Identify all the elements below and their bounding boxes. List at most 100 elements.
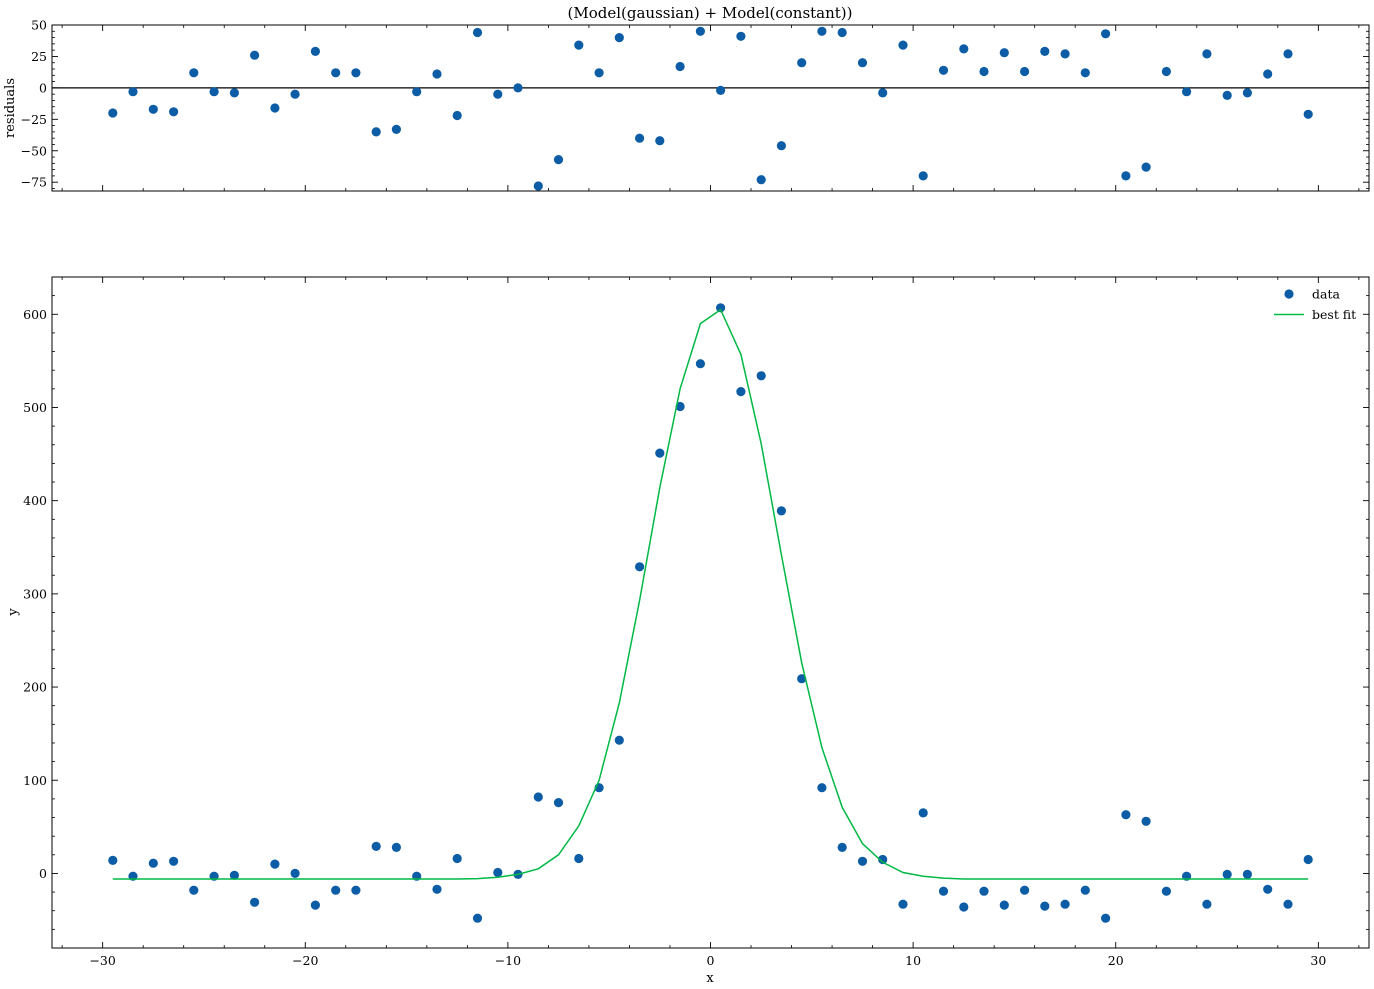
fit-data-point bbox=[756, 371, 766, 381]
residuals-data-point bbox=[169, 107, 179, 117]
fit-data-point bbox=[857, 856, 868, 866]
residuals-data-point bbox=[513, 83, 523, 93]
fit-data-point bbox=[189, 885, 199, 895]
fit-data-point bbox=[1121, 810, 1131, 820]
residuals-data-point bbox=[1202, 49, 1212, 59]
fit-data-point bbox=[695, 359, 706, 369]
residuals-data-point bbox=[1101, 29, 1111, 39]
residuals-data-point bbox=[878, 88, 888, 98]
fit-y-tick-label: 200 bbox=[23, 680, 47, 695]
fit-y-tick-label: 300 bbox=[23, 586, 47, 601]
residuals-data-point bbox=[776, 141, 787, 151]
residuals-data-point bbox=[614, 33, 624, 43]
residuals-y-tick-label: 0 bbox=[39, 80, 47, 95]
residuals-data-point bbox=[999, 48, 1009, 58]
fit-y-tick-label: 600 bbox=[23, 307, 47, 322]
residuals-data-point bbox=[148, 104, 158, 114]
residuals-plot-area: −75 −50 −25 0 25 50 bbox=[21, 18, 1370, 192]
residuals-data-point bbox=[472, 27, 483, 38]
residuals-data-point bbox=[756, 175, 766, 185]
residuals-data-point bbox=[209, 87, 219, 97]
fit-data-point bbox=[614, 735, 624, 745]
fit-data-point bbox=[837, 842, 847, 853]
fit-data-point bbox=[655, 448, 665, 458]
residuals-data-point bbox=[412, 87, 422, 97]
residuals-data-point bbox=[452, 110, 462, 121]
residuals-data-point bbox=[1141, 162, 1151, 172]
residuals-data-point bbox=[635, 133, 645, 143]
fit-data-point bbox=[1283, 899, 1293, 909]
fit-x-tick-label: 30 bbox=[1310, 953, 1326, 968]
fit-data-point bbox=[938, 886, 949, 896]
residuals-data-point bbox=[432, 69, 442, 79]
fit-y-tick-label: 500 bbox=[23, 400, 47, 415]
fit-data-point bbox=[391, 842, 401, 853]
residuals-y-tick-label: −25 bbox=[21, 112, 47, 127]
fit-y-tick-label: 0 bbox=[39, 866, 47, 881]
fit-data-point bbox=[635, 562, 645, 572]
residuals-y-tick-label: 25 bbox=[31, 49, 47, 64]
residuals-data-point bbox=[898, 40, 908, 50]
residuals-data-point bbox=[1080, 68, 1090, 78]
residuals-data-point bbox=[250, 50, 260, 60]
fit-data-point bbox=[797, 674, 807, 684]
residuals-data-point bbox=[553, 155, 564, 165]
residuals-data-point bbox=[857, 58, 868, 68]
fit-y-tick-label: 100 bbox=[23, 773, 47, 788]
residuals-data-point bbox=[1161, 66, 1171, 77]
fit-data-point bbox=[574, 853, 584, 864]
fit-x-tick-label: −20 bbox=[292, 953, 318, 968]
fit-data-point bbox=[675, 401, 685, 412]
residuals-data-point bbox=[270, 103, 280, 113]
fit-data-point bbox=[351, 885, 361, 895]
residuals-data-point bbox=[1121, 171, 1131, 181]
residuals-data-point bbox=[391, 124, 401, 134]
fit-data-point bbox=[250, 897, 260, 907]
fit-data-point bbox=[959, 902, 969, 912]
fit-data-point bbox=[1202, 899, 1212, 909]
residuals-data-point bbox=[493, 89, 503, 99]
fit-data-point bbox=[1242, 869, 1252, 880]
residuals-data-point bbox=[1020, 66, 1030, 77]
fit-legend-marker-swatch bbox=[1284, 289, 1294, 299]
fit-data-point bbox=[148, 858, 158, 868]
fit-best-fit-line bbox=[112, 308, 1309, 880]
residuals-axes-frame bbox=[51, 24, 1370, 192]
fit-data-point bbox=[898, 899, 908, 909]
residuals-data-point bbox=[1283, 49, 1293, 59]
residuals-data-point bbox=[290, 89, 300, 99]
fit-x-tick-label: 10 bbox=[905, 953, 921, 968]
fit-data-point bbox=[1080, 885, 1090, 895]
fit-data-point bbox=[229, 870, 239, 880]
residuals-data-point bbox=[979, 66, 989, 77]
residuals-data-point bbox=[108, 108, 118, 118]
fit-data-point bbox=[1040, 901, 1050, 911]
residuals-data-point bbox=[1242, 88, 1252, 98]
residuals-data-point bbox=[310, 46, 320, 57]
fit-data-point bbox=[371, 841, 381, 852]
fit-data-point bbox=[918, 808, 928, 818]
fit-data-point bbox=[290, 868, 300, 879]
residuals-data-point bbox=[837, 27, 847, 38]
fit-data-point bbox=[472, 913, 483, 923]
fit-data-point bbox=[493, 867, 503, 878]
residuals-data-point bbox=[574, 40, 584, 50]
residuals-data-point bbox=[918, 171, 928, 181]
residuals-data-point bbox=[736, 31, 746, 41]
fit-x-tick-label: 0 bbox=[707, 953, 715, 968]
fit-data-point bbox=[1222, 869, 1232, 880]
fit-data-point bbox=[736, 387, 746, 397]
fit-data-point bbox=[1060, 899, 1070, 909]
fit-data-point bbox=[1161, 886, 1171, 896]
fit-x-axis-label: x bbox=[706, 971, 714, 986]
fit-panel: x y bbox=[6, 608, 714, 986]
residuals-data-point bbox=[533, 181, 543, 191]
fit-data-point bbox=[452, 853, 462, 864]
residuals-data-point bbox=[716, 85, 726, 95]
fit-legend-label: best fit bbox=[1312, 307, 1356, 322]
fit-data-point bbox=[533, 792, 543, 802]
fit-plot-area: −30 −20 −10 0 10 20 300100200300400500600datab… bbox=[23, 276, 1370, 968]
residuals-data-point bbox=[1263, 69, 1273, 79]
residuals-data-point bbox=[128, 87, 138, 97]
residuals-data-point bbox=[371, 127, 381, 137]
